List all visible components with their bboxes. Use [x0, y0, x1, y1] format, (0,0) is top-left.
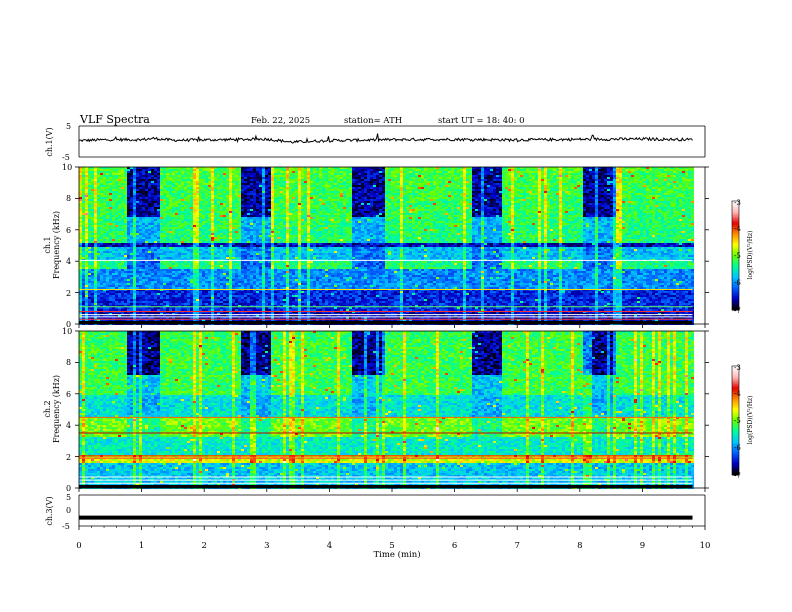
ch1-channel-label: ch.1 — [43, 236, 52, 253]
ch2-ytick-0: 0 — [66, 484, 71, 493]
ch2-ytick-2: 2 — [66, 453, 71, 462]
station-label: station= ATH — [344, 116, 402, 126]
ch1-spectrogram-panel: 0 2 4 6 8 10 ch.1 Frequency (kHz) — [43, 163, 709, 329]
ch1-cbar-tick--3: -3 — [734, 199, 741, 207]
ch1-ytick-10: 10 — [62, 163, 72, 172]
xtick-label-5: 5 — [389, 541, 394, 551]
ch1-waveform-line — [78, 133, 693, 144]
ch1-spectrogram-image — [79, 167, 694, 325]
ch1-ytick-6: 6 — [66, 226, 71, 235]
xtick-label-4: 4 — [327, 541, 332, 551]
ch2-ytick-4: 4 — [66, 421, 71, 430]
ch1-ytick-5: 5 — [66, 122, 71, 131]
ch3-ytick-neg5: -5 — [62, 522, 70, 531]
ch3-waveform-panel: 5 0 -5 ch.3(V) 0 1 2 3 4 5 6 7 8 9 10 Time (min) — [45, 493, 710, 560]
ch1-waveform-panel: 5 -5 ch.1(V) — [45, 122, 706, 162]
ch2-cbar-tick--3: -3 — [734, 364, 741, 372]
xtick-label-7: 7 — [514, 541, 519, 551]
ch2-cbar-tick--7: -7 — [734, 472, 741, 480]
ch1-ytick-0: 0 — [66, 320, 71, 329]
xtick-label-6: 6 — [452, 541, 457, 551]
ch2-cbar-tick--4: -4 — [734, 390, 741, 398]
xtick-label-8: 8 — [577, 541, 582, 551]
ch3-ytick-5: 5 — [66, 493, 71, 502]
ch1-colorbar: -3 -4 -5 -6 -7 log(PSD)(V²/Hz) — [731, 199, 754, 315]
ch2-colorbar: -3 -4 -5 -6 -7 log(PSD)(V²/Hz) — [731, 364, 754, 480]
xtick-label-3: 3 — [264, 541, 269, 551]
figure-title: VLF Spectra — [79, 113, 150, 126]
ch1-ytick-4: 4 — [66, 257, 71, 266]
ch2-cbar-tick--6: -6 — [734, 444, 741, 452]
ch2-cbar-tick--5: -5 — [734, 417, 741, 425]
xtick-label-2: 2 — [201, 541, 206, 551]
ch2-spectrogram-panel: 0 2 4 6 8 10 ch.2 Frequency (kHz) — [43, 327, 709, 493]
ch2-channel-label: ch.2 — [43, 400, 52, 417]
ch1-cbar-tick--6: -6 — [734, 279, 741, 287]
ch2-spectrogram-image — [79, 331, 694, 489]
xtick-label-10: 10 — [700, 541, 711, 551]
ch1-ytick-8: 8 — [66, 194, 71, 203]
ch1-frequency-ylabel: Frequency (kHz) — [52, 211, 61, 279]
ch1-cbar-tick--7: -7 — [734, 307, 741, 315]
ch2-ytick-10: 10 — [62, 327, 72, 336]
ch2-ytick-8: 8 — [66, 358, 71, 367]
ch1-cbar-tick--5: -5 — [734, 252, 741, 260]
ch1-ytick-2: 2 — [66, 289, 71, 298]
xtick-label-0: 0 — [76, 541, 81, 551]
ch1-colorbar-label: log(PSD)(V²/Hz) — [747, 231, 754, 280]
ch2-frequency-ylabel: Frequency (kHz) — [52, 375, 61, 443]
ch2-ytick-6: 6 — [66, 390, 71, 399]
start-time-label: start UT = 18: 40: 0 — [438, 116, 525, 126]
xtick-label-1: 1 — [139, 541, 144, 551]
ch1-waveform-ylabel: ch.1(V) — [45, 127, 54, 156]
xtick-label-9: 9 — [640, 541, 645, 551]
ch3-ytick-0: 0 — [66, 506, 71, 515]
ch1-cbar-tick--4: -4 — [734, 225, 741, 233]
ch3-waveform-ylabel: ch.3(V) — [45, 496, 54, 525]
ch1-ytick-neg5: -5 — [62, 153, 70, 162]
ch2-colorbar-label: log(PSD)(V²/Hz) — [747, 396, 754, 445]
date-label: Feb. 22, 2025 — [251, 116, 310, 126]
time-xlabel: Time (min) — [373, 549, 420, 560]
